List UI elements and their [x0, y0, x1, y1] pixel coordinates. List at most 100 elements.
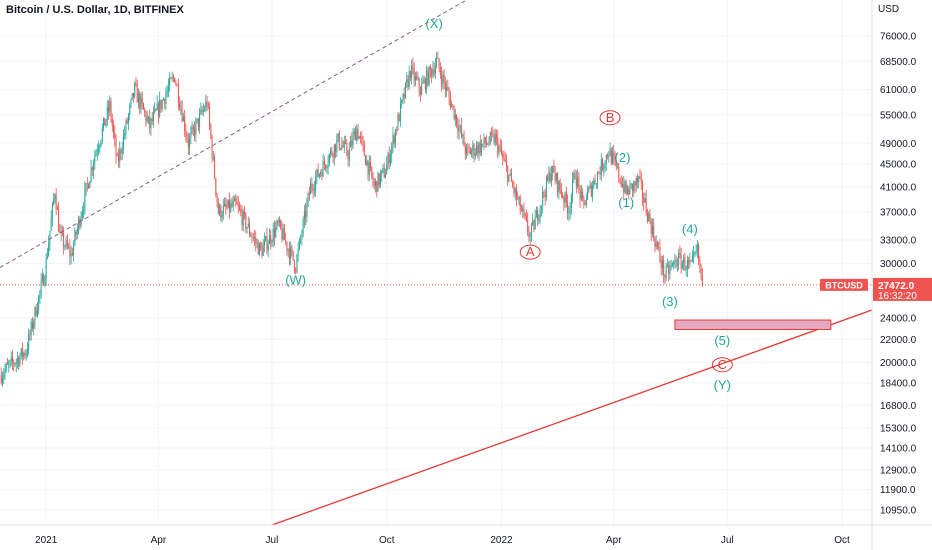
candle-body — [549, 172, 551, 182]
wave-label: (4) — [682, 221, 698, 236]
candle-body — [210, 124, 212, 138]
candle-body — [532, 220, 534, 225]
candle-body — [273, 228, 275, 238]
candle-body — [522, 208, 524, 211]
candle-body — [142, 103, 144, 110]
candle-body — [468, 147, 470, 150]
candle-body — [398, 114, 400, 122]
candle-body — [83, 208, 85, 212]
x-tick-label: 2022 — [490, 535, 513, 546]
candle-body — [412, 65, 414, 69]
candle-body — [105, 119, 107, 126]
candle-body — [368, 162, 370, 175]
candle-body — [48, 243, 50, 256]
candle-body — [417, 78, 419, 80]
grid — [0, 0, 872, 525]
candle-body — [149, 116, 151, 129]
candle-body — [681, 263, 683, 269]
candle-body — [209, 106, 211, 125]
candle-body — [436, 57, 438, 66]
candle-body — [418, 78, 420, 90]
candle-body — [391, 145, 393, 155]
candle-body — [248, 223, 250, 235]
candle-body — [698, 244, 700, 260]
candle-body — [427, 70, 429, 85]
candle-body — [538, 217, 540, 221]
candle-body — [509, 173, 511, 175]
candle-body — [483, 137, 485, 144]
candle-body — [348, 147, 350, 160]
candle-body — [217, 201, 219, 214]
candle-body — [104, 118, 106, 126]
candle-body — [579, 186, 581, 200]
y-tick-label: 76000.0 — [880, 31, 917, 42]
candle-body — [669, 267, 671, 275]
candle-body — [663, 260, 665, 276]
y-tick-label: 24000.0 — [880, 313, 917, 324]
price-tag: 27472.0 — [878, 281, 915, 292]
candle-body — [300, 238, 302, 240]
candle-body — [211, 137, 213, 158]
candle-body — [88, 183, 90, 189]
candle-body — [288, 249, 290, 260]
candle-body — [196, 118, 198, 122]
candle-body — [658, 247, 660, 248]
support-trendline — [271, 309, 873, 526]
candle-body — [146, 118, 148, 122]
candle-body — [383, 167, 385, 178]
candle-body — [428, 66, 430, 85]
candle-body — [98, 148, 100, 152]
candle-body — [116, 155, 118, 157]
candle-body — [598, 172, 600, 174]
candle-body — [85, 183, 87, 190]
candle-body — [317, 169, 319, 177]
candle-body — [620, 181, 622, 187]
y-tick-label: 16800.0 — [880, 401, 917, 412]
candle-body — [38, 295, 40, 311]
candle-body — [65, 240, 67, 247]
candle-body — [45, 257, 47, 281]
candle-body — [308, 193, 310, 195]
x-tick-label: Apr — [151, 535, 167, 546]
candle-body — [442, 74, 444, 85]
candle-body — [29, 333, 31, 335]
candle-body — [331, 149, 333, 155]
candle-body — [187, 140, 189, 148]
candle-body — [245, 214, 247, 230]
x-tick-label: Apr — [606, 535, 622, 546]
candle-body — [550, 173, 552, 182]
candle-body — [399, 103, 401, 122]
candle-body — [466, 147, 468, 154]
candle-body — [237, 204, 239, 207]
symbol-tag-bg — [820, 278, 868, 291]
candle-body — [179, 102, 181, 109]
candle-body — [282, 228, 284, 240]
candle-body — [251, 236, 253, 238]
candle-body — [323, 160, 325, 165]
candle-body — [593, 180, 595, 187]
candle-body — [484, 137, 486, 144]
candle-body — [293, 259, 295, 270]
candle-body — [609, 148, 611, 156]
candle-body — [271, 241, 273, 244]
candle-body — [135, 82, 137, 86]
y-tick-label: 61000.0 — [880, 85, 917, 96]
candle-body — [582, 191, 584, 198]
candle-body — [44, 280, 46, 286]
candle-body — [350, 140, 352, 148]
wave-label: (2) — [615, 150, 631, 165]
candle-body — [295, 269, 297, 272]
candle-body — [518, 196, 520, 199]
candle-body — [605, 155, 607, 164]
candle-body — [347, 153, 349, 160]
candle-body — [650, 221, 652, 235]
candle-body — [617, 165, 619, 167]
candle-body — [615, 160, 617, 167]
candle-body — [28, 333, 30, 350]
y-tick-label: 12900.0 — [880, 465, 917, 476]
candle-body — [51, 203, 53, 219]
candle-body — [75, 231, 77, 235]
wave-label: (3) — [662, 294, 678, 309]
candle-body — [346, 142, 348, 154]
